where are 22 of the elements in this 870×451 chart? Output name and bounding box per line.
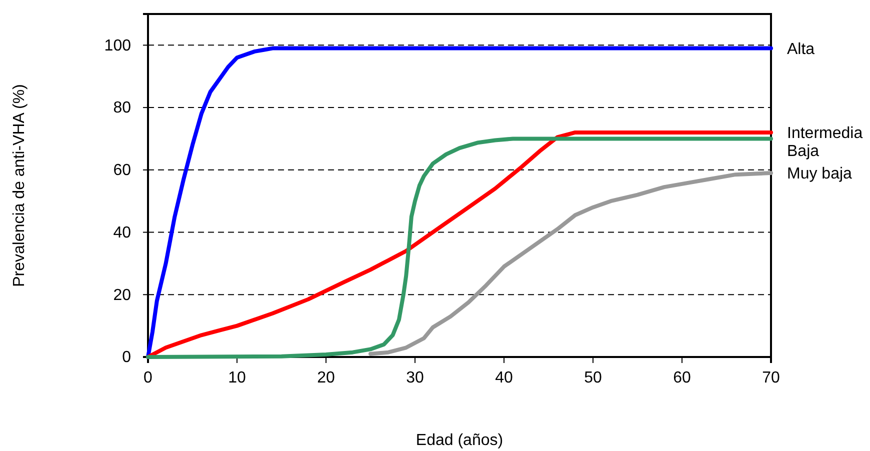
- x-tick-label: 0: [144, 369, 153, 386]
- y-tick-label: 60: [113, 162, 132, 180]
- x-tick-label: 60: [673, 369, 691, 386]
- x-tick-label: 50: [584, 369, 602, 386]
- y-tick-label: 80: [113, 100, 132, 117]
- series-label: Muy baja: [787, 166, 852, 183]
- series-label: Intermedia: [787, 125, 863, 142]
- series-label: Alta: [787, 40, 815, 58]
- x-tick-label: 10: [228, 369, 246, 386]
- y-tick-label: 100: [104, 37, 132, 54]
- x-axis-title: Edad (años): [416, 432, 504, 449]
- x-tick-label: 30: [406, 369, 424, 386]
- y-axis-title: Prevalencia de anti-VHA (%): [11, 84, 28, 287]
- line-series: [146, 46, 773, 359]
- y-tick-label: 0: [122, 349, 132, 366]
- y-tick-label: 40: [113, 224, 132, 242]
- y-tick-label: 20: [113, 286, 132, 304]
- x-tick-label: 20: [317, 369, 335, 386]
- x-tick-label: 70: [762, 369, 780, 386]
- line-series: [368, 171, 773, 356]
- series-label: Baja: [787, 143, 820, 160]
- x-tick-label: 40: [495, 369, 513, 386]
